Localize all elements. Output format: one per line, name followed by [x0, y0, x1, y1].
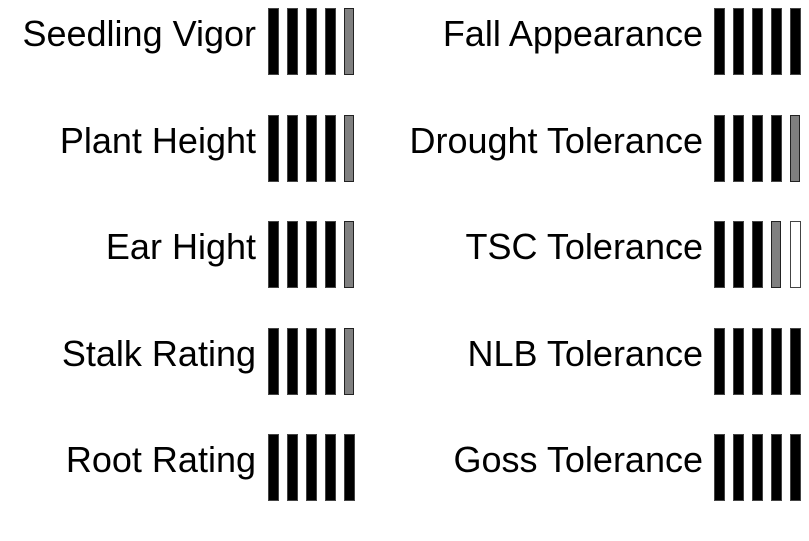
rating-bar-full — [306, 8, 317, 75]
rating-bar-full — [268, 114, 279, 182]
rating-bar-full — [790, 327, 801, 395]
rating-bar-half — [344, 8, 354, 75]
rating-bars — [267, 114, 354, 183]
rating-bar-full — [325, 434, 336, 501]
ratings-column-left: Seedling Vigor Plant Height Ear Hight Stalk… — [0, 8, 355, 541]
rating-bar-full — [287, 221, 298, 288]
rating-bar-full — [714, 221, 725, 288]
rating-bars — [713, 114, 800, 183]
rating-bar-full — [268, 434, 279, 501]
rating-label: Seedling Vigor — [22, 13, 256, 54]
rating-row-drought-tolerance: Drought Tolerance — [360, 114, 800, 222]
rating-bar-full — [325, 327, 336, 395]
rating-bars — [267, 8, 354, 76]
rating-bar-empty — [790, 221, 801, 288]
rating-bar-full — [714, 434, 725, 501]
rating-bar-full — [733, 221, 744, 288]
rating-bar-full — [714, 8, 725, 75]
rating-bar-full — [752, 114, 763, 182]
rating-bar-full — [771, 327, 782, 395]
rating-bars — [267, 434, 355, 502]
rating-bar-full — [344, 434, 355, 501]
rating-bar-full — [733, 8, 744, 75]
rating-bar-full — [306, 114, 317, 182]
rating-row-root-rating: Root Rating — [0, 434, 355, 541]
rating-bar-full — [771, 114, 782, 182]
rating-row-plant-height: Plant Height — [0, 114, 354, 222]
rating-bar-full — [752, 221, 763, 288]
rating-bar-full — [714, 327, 725, 395]
rating-bar-full — [714, 114, 725, 182]
rating-bar-full — [771, 434, 782, 501]
rating-row-tsc-tolerance: TSC Tolerance — [360, 221, 801, 328]
rating-bar-full — [752, 327, 763, 395]
rating-bars — [267, 221, 354, 289]
rating-bars — [713, 221, 801, 289]
rating-bar-full — [733, 327, 744, 395]
rating-row-ear-hight: Ear Hight — [0, 221, 354, 328]
rating-label: Fall Appearance — [442, 13, 703, 54]
rating-bar-full — [790, 434, 801, 501]
rating-bar-full — [752, 8, 763, 75]
rating-bars — [713, 8, 801, 76]
rating-bar-full — [733, 434, 744, 501]
rating-bar-full — [325, 221, 336, 288]
rating-bar-half — [790, 114, 800, 182]
rating-bar-full — [306, 434, 317, 501]
rating-label: TSC Tolerance — [465, 226, 703, 267]
rating-bar-full — [268, 8, 279, 75]
rating-label: Ear Hight — [105, 226, 256, 267]
rating-bar-full — [752, 434, 763, 501]
rating-bar-half — [344, 114, 354, 182]
rating-bar-full — [790, 8, 801, 75]
rating-bar-full — [287, 8, 298, 75]
rating-bar-full — [771, 8, 782, 75]
rating-bars — [267, 327, 354, 396]
rating-label: Root Rating — [65, 439, 256, 480]
rating-bar-full — [325, 8, 336, 75]
rating-bar-full — [306, 221, 317, 288]
rating-label: Goss Tolerance — [453, 439, 703, 480]
rating-row-goss-tolerance: Goss Tolerance — [360, 434, 801, 541]
rating-bar-half — [344, 221, 354, 288]
rating-bar-full — [306, 327, 317, 395]
rating-row-seedling-vigor: Seedling Vigor — [0, 8, 354, 115]
rating-bars — [713, 434, 801, 502]
rating-bar-full — [325, 114, 336, 182]
rating-label: NLB Tolerance — [467, 332, 703, 374]
rating-label: Drought Tolerance — [409, 119, 703, 161]
rating-bar-half — [771, 221, 781, 288]
rating-row-fall-appearance: Fall Appearance — [360, 8, 801, 115]
ratings-column-right: Fall Appearance Drought Tolerance TSC Tole… — [360, 8, 801, 541]
rating-bar-full — [287, 114, 298, 182]
rating-row-nlb-tolerance: NLB Tolerance — [360, 327, 801, 435]
rating-bar-full — [287, 434, 298, 501]
rating-bar-full — [733, 114, 744, 182]
rating-bar-half — [344, 327, 354, 395]
rating-label: Stalk Rating — [61, 332, 256, 374]
rating-bar-full — [268, 221, 279, 288]
rating-label: Plant Height — [59, 119, 256, 161]
rating-bar-full — [268, 327, 279, 395]
ratings-grid: Seedling Vigor Plant Height Ear Hight Stalk… — [22, 8, 801, 501]
rating-bar-full — [287, 327, 298, 395]
rating-row-stalk-rating: Stalk Rating — [0, 327, 354, 435]
rating-bars — [713, 327, 801, 396]
